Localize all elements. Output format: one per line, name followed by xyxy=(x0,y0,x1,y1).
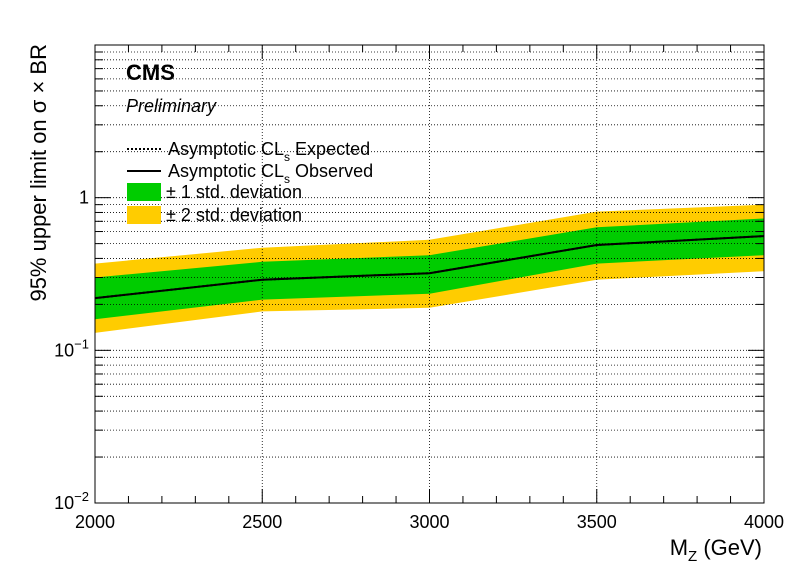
legend-1sigma-label: ± 1 std. deviation xyxy=(166,182,302,202)
x-axis-title: MZ (GeV) xyxy=(670,535,762,565)
x-tick-label: 3000 xyxy=(409,512,449,532)
status-label: Preliminary xyxy=(126,96,217,116)
experiment-label: CMS xyxy=(126,60,175,85)
legend-2sigma-swatch xyxy=(127,206,161,224)
legend-2sigma-label: ± 2 std. deviation xyxy=(166,205,302,225)
y-tick-label: 10−1 xyxy=(54,336,89,360)
y-tick-label: 1 xyxy=(79,188,89,208)
x-tick-label: 4000 xyxy=(744,512,784,532)
series-line-1 xyxy=(94,235,765,300)
x-tick-label: 3500 xyxy=(577,512,617,532)
legend: Asymptotic CLs Expected Asymptotic CLs O… xyxy=(127,139,373,225)
tick-label-layer: 2000 2500 3000 3500 4000 10−2 10−1 1 xyxy=(54,188,784,532)
y-tick-label: 10−2 xyxy=(54,489,89,513)
frame-layer xyxy=(94,44,765,504)
x-tick-label: 2000 xyxy=(75,512,115,532)
lines-layer xyxy=(94,235,765,300)
x-tick-label: 2500 xyxy=(242,512,282,532)
legend-observed-label: Asymptotic CLs Observed xyxy=(168,161,373,186)
legend-1sigma-swatch xyxy=(127,183,161,201)
y-axis-title: 95% upper limit on σ × BR xyxy=(26,44,51,302)
legend-expected-label: Asymptotic CLs Expected xyxy=(168,139,370,164)
grid-layer xyxy=(95,45,764,503)
